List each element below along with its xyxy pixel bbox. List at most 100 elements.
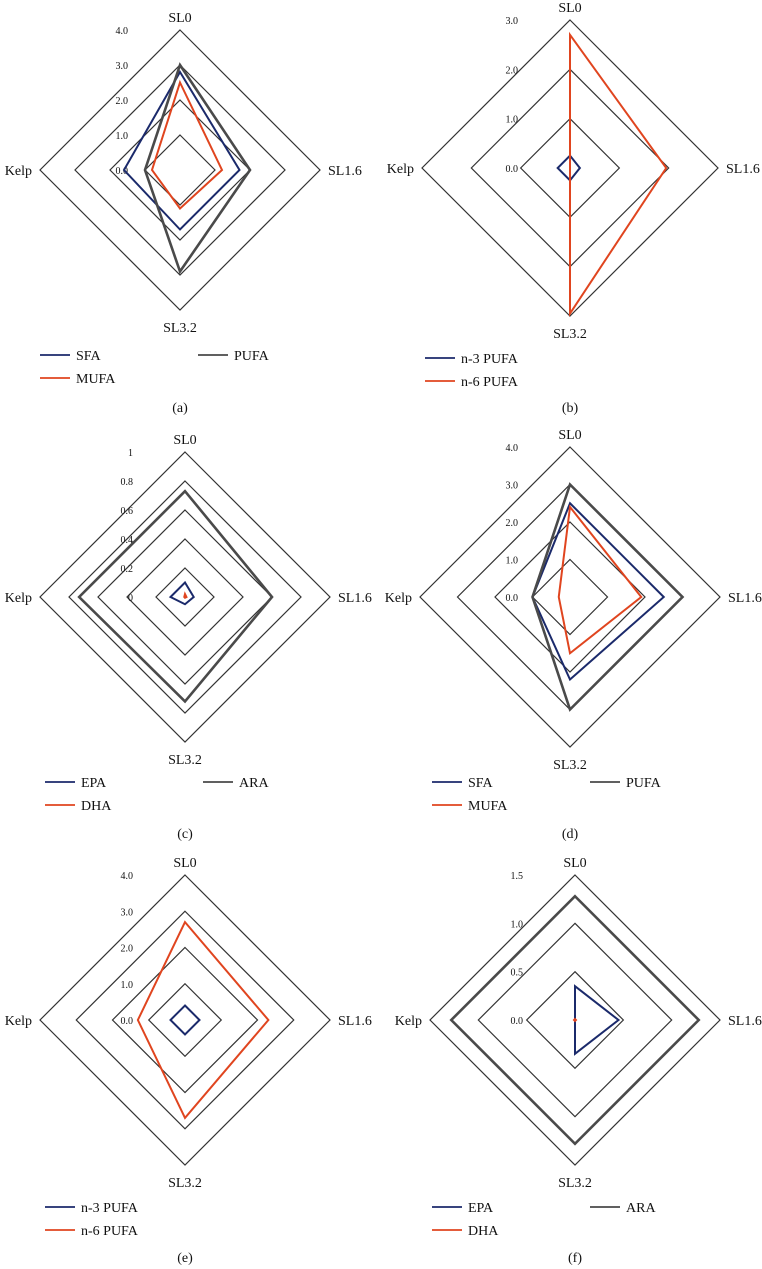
panel-caption: (d) (562, 827, 579, 842)
tick-label: 0 (128, 593, 133, 604)
tick-label: 0.8 (121, 477, 134, 488)
grid-ring (419, 446, 721, 748)
tick-label: 2.0 (116, 96, 129, 107)
legend-label: DHA (81, 799, 112, 814)
panel-caption: (e) (177, 1251, 193, 1266)
series-n-3-pufa (556, 154, 582, 182)
tick-label: 1.0 (506, 556, 519, 567)
axis-label-bottom: SL3.2 (163, 321, 197, 336)
series-n-3-pufa (169, 1004, 201, 1036)
tick-label: 1.0 (506, 115, 519, 126)
grid-ring (429, 874, 721, 1166)
legend-label: DHA (468, 1224, 499, 1239)
series-n-6-pufa (569, 31, 668, 317)
grid-ring (75, 910, 295, 1130)
legend-label: n-6 PUFA (461, 375, 519, 390)
axis-label-left: Kelp (5, 164, 32, 179)
tick-label: 1.0 (511, 919, 524, 930)
legend-label: PUFA (234, 349, 270, 364)
tick-label: 3.0 (506, 16, 519, 27)
series-mufa (557, 504, 643, 656)
axis-label-top: SL0 (168, 11, 191, 26)
legend-label: ARA (626, 1201, 656, 1216)
tick-label: 3.0 (506, 481, 519, 492)
legend-label: ARA (239, 776, 269, 791)
tick-label: 4.0 (506, 443, 519, 454)
grid-ring (494, 521, 646, 673)
radar-panel-3: 0 0.2 0.4 0.6 0.8 1 SL0 SL1.6 SL3.2 Kelp EPA DHA ARA… (5, 433, 372, 842)
tick-label: 4.0 (116, 26, 129, 37)
grid-ring (126, 538, 244, 656)
grid-ring (74, 64, 286, 276)
legend-label: MUFA (76, 372, 116, 387)
axis-label-right: SL1.6 (328, 164, 362, 179)
tick-label: 0.2 (121, 564, 134, 575)
axis-label-left: Kelp (5, 1014, 32, 1029)
grid-ring (39, 29, 321, 311)
tick-label: 3.0 (121, 907, 134, 918)
tick-label: 0.0 (506, 164, 519, 175)
grid-ring (477, 922, 673, 1118)
axis-label-bottom: SL3.2 (168, 1176, 202, 1191)
legend-label: PUFA (626, 776, 662, 791)
series-dha (183, 591, 188, 599)
grid-ring (39, 874, 331, 1166)
tick-label: 0.5 (511, 968, 524, 979)
series-n-6-pufa (136, 920, 270, 1120)
tick-label: 0.0 (116, 166, 129, 177)
grid-ring (39, 451, 331, 743)
axis-label-bottom: SL3.2 (553, 327, 587, 342)
panel-caption: (c) (177, 827, 193, 842)
series-ara (77, 489, 274, 704)
grid-ring (155, 567, 215, 627)
grid-ring (144, 134, 216, 206)
series-sfa (122, 70, 241, 231)
series-pufa (143, 62, 252, 275)
axis-label-top: SL0 (173, 856, 196, 871)
grid-ring (109, 99, 251, 241)
tick-label: 2.0 (506, 65, 519, 76)
axis-label-bottom: SL3.2 (168, 753, 202, 768)
axis-label-bottom: SL3.2 (553, 758, 587, 773)
panel-caption: (f) (568, 1251, 582, 1266)
grid-ring (97, 509, 273, 685)
tick-label: 0.4 (121, 535, 134, 546)
axis-label-top: SL0 (558, 428, 581, 443)
series-pufa (531, 482, 685, 712)
series-epa (574, 984, 621, 1056)
grid-ring (68, 480, 302, 714)
tick-label: 1.0 (121, 980, 134, 991)
axis-label-right: SL1.6 (728, 591, 762, 606)
radar-panel-1: 0.0 1.0 2.0 3.0 4.0 SL0 SL1.6 SL3.2 Kelp SFA MUFA P… (5, 11, 362, 416)
tick-label: 1 (128, 448, 133, 459)
axis-label-bottom: SL3.2 (558, 1176, 592, 1191)
panel-caption: (b) (562, 401, 579, 416)
grid-ring (531, 558, 609, 636)
grid-ring (456, 483, 684, 711)
tick-label: 0.0 (506, 593, 519, 604)
legend-label: n-3 PUFA (461, 352, 519, 367)
panel-caption: (a) (172, 401, 188, 416)
radar-panel-5: 0.0 1.0 2.0 3.0 4.0 SL0 SL1.6 SL3.2 Kelp n-3 PUFA… (5, 856, 372, 1266)
grid-ring (111, 946, 259, 1094)
grid-ring (147, 982, 223, 1058)
tick-label: 4.0 (121, 871, 134, 882)
axis-label-top: SL0 (173, 433, 196, 448)
axis-label-top: SL0 (563, 856, 586, 871)
series-sfa (531, 501, 666, 682)
legend-label: n-6 PUFA (81, 1224, 139, 1239)
axis-label-left: Kelp (387, 162, 414, 177)
grid-ring (525, 970, 625, 1070)
series-ara (449, 894, 701, 1146)
tick-label: 0.6 (121, 506, 134, 517)
axis-label-left: Kelp (5, 591, 32, 606)
axis-label-left: Kelp (395, 1014, 422, 1029)
grid-ring (421, 19, 719, 317)
tick-label: 1.0 (116, 131, 129, 142)
axis-label-right: SL1.6 (338, 1014, 372, 1029)
tick-label: 0.0 (511, 1016, 524, 1027)
radar-panel-2: 0.0 1.0 2.0 3.0 SL0 SL1.6 SL3.2 Kelp n-3 PUFA n-6… (387, 1, 760, 416)
axis-label-top: SL0 (558, 1, 581, 16)
legend-label: SFA (468, 776, 494, 791)
